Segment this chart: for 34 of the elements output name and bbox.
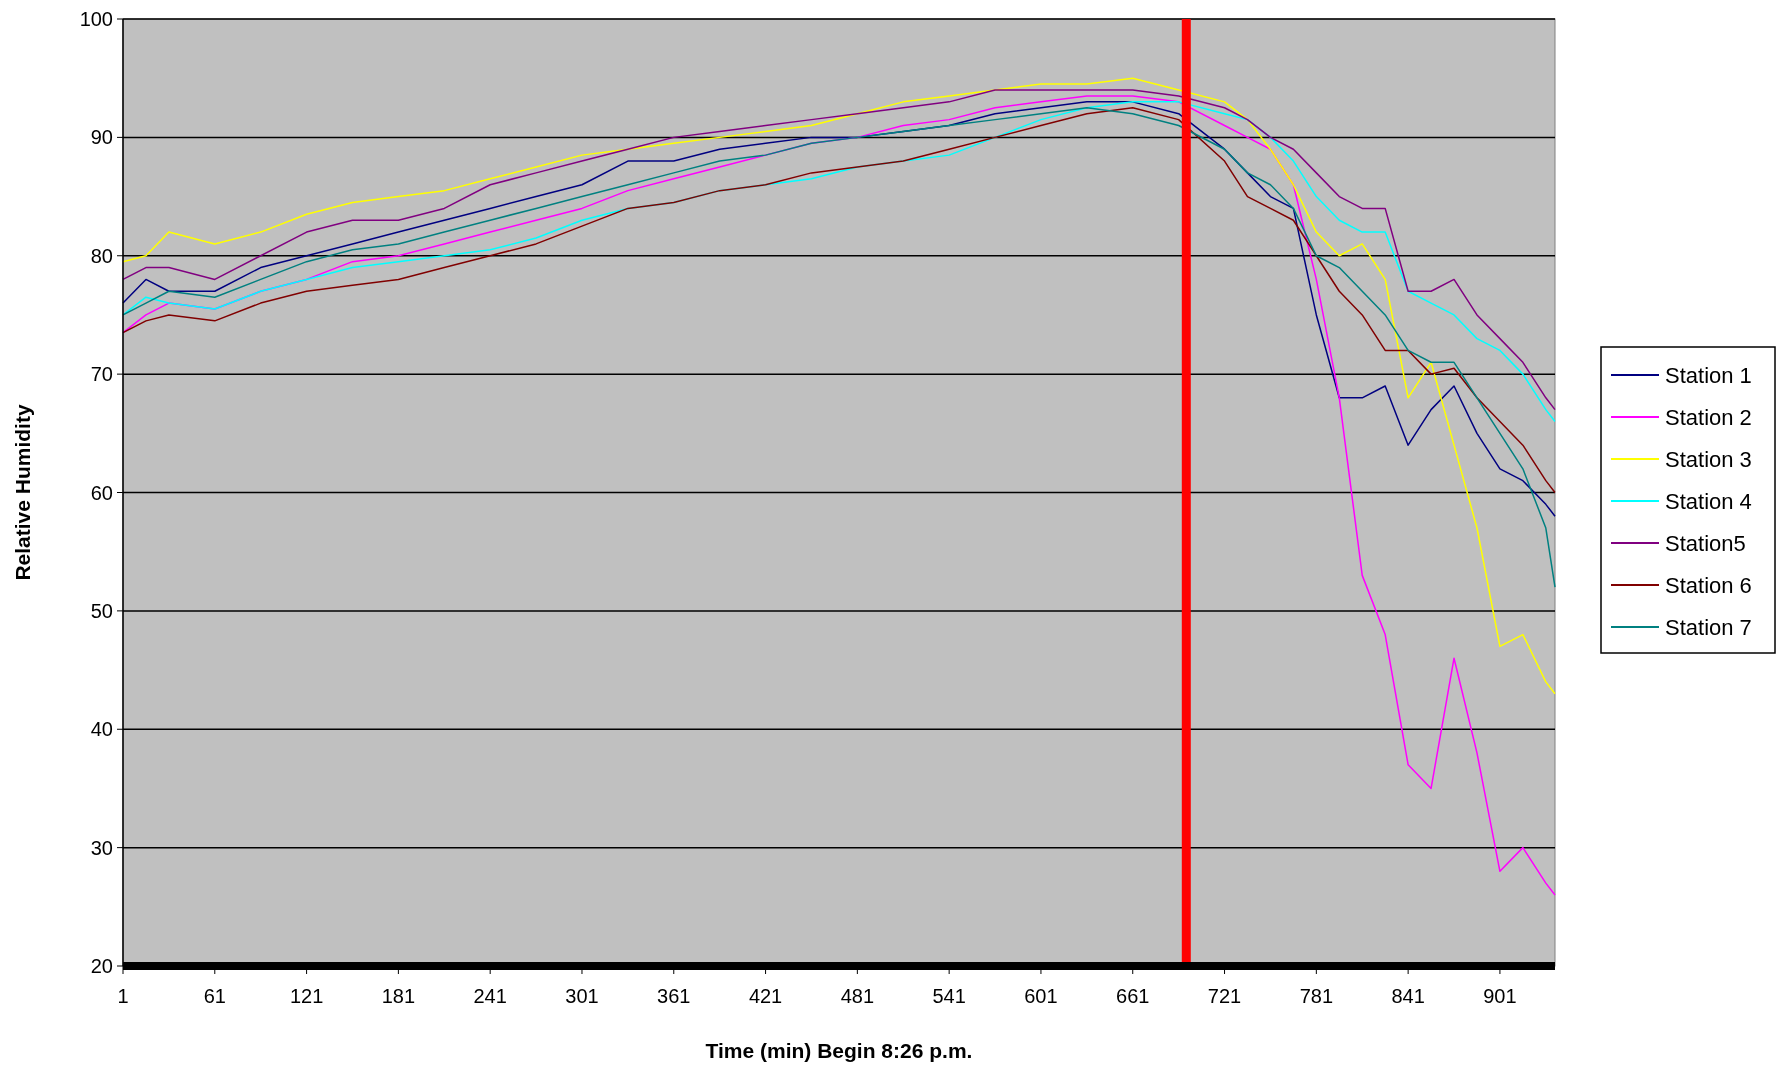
x-tick-label: 541 xyxy=(932,985,966,1007)
y-tick-label: 20 xyxy=(90,955,113,977)
y-tick-label: 40 xyxy=(90,718,113,741)
x-tick-label: 901 xyxy=(1483,985,1517,1007)
legend-label: Station5 xyxy=(1665,530,1746,556)
legend-label: Station 4 xyxy=(1665,488,1752,514)
x-tick-label: 241 xyxy=(473,985,507,1007)
x-tick-label: 601 xyxy=(1024,985,1058,1007)
x-tick-label: 841 xyxy=(1391,985,1425,1007)
x-tick-label: 721 xyxy=(1207,985,1242,1007)
x-tick-label: 781 xyxy=(1299,985,1334,1007)
y-tick-label: 60 xyxy=(90,481,113,504)
x-tick-label: 121 xyxy=(289,985,324,1007)
y-tick-label: 70 xyxy=(90,363,113,386)
y-tick-label: 30 xyxy=(90,836,113,859)
legend-label: Station 2 xyxy=(1665,404,1752,430)
y-tick-label: 100 xyxy=(79,8,113,30)
legend-label: Station 1 xyxy=(1665,362,1752,388)
x-tick-label: 361 xyxy=(657,985,691,1007)
y-axis-title: Relative Humidity xyxy=(11,404,34,581)
legend-label: Station 7 xyxy=(1665,614,1752,640)
x-tick-label: 301 xyxy=(565,985,599,1007)
legend-label: Station 6 xyxy=(1665,572,1752,598)
legend-label: Station 3 xyxy=(1665,446,1752,472)
y-tick-label: 50 xyxy=(90,599,113,622)
x-tick-label: 481 xyxy=(840,985,875,1007)
x-axis-title: Time (min) Begin 8:26 p.m. xyxy=(705,1039,973,1062)
y-tick-label: 90 xyxy=(90,126,113,149)
x-tick-label: 1 xyxy=(117,985,129,1007)
x-tick-label: 661 xyxy=(1116,985,1150,1007)
x-tick-label: 421 xyxy=(748,985,783,1007)
x-tick-label: 181 xyxy=(381,985,416,1007)
y-tick-label: 80 xyxy=(90,244,113,267)
x-tick-label: 61 xyxy=(203,985,226,1007)
